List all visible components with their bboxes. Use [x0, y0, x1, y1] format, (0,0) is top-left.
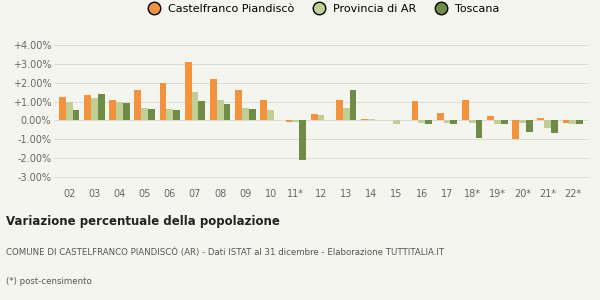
Bar	[299, 120, 306, 160]
Legend: Castelfranco Piandiscò, Provincia di AR, Toscana: Castelfranco Piandiscò, Provincia di AR,…	[138, 0, 504, 18]
Bar	[217, 100, 224, 120]
Bar	[141, 108, 148, 120]
Bar	[538, 118, 544, 120]
Bar	[512, 120, 519, 139]
Bar	[286, 120, 292, 122]
Bar	[501, 120, 508, 124]
Bar	[116, 102, 123, 120]
Bar	[235, 90, 242, 120]
Bar	[134, 90, 141, 120]
Bar	[412, 101, 418, 120]
Bar	[66, 102, 73, 120]
Bar	[526, 120, 533, 132]
Bar	[199, 101, 205, 120]
Bar	[336, 100, 343, 120]
Bar	[84, 95, 91, 120]
Bar	[260, 100, 267, 120]
Bar	[148, 109, 155, 120]
Bar	[494, 120, 501, 124]
Bar	[267, 110, 274, 120]
Text: COMUNE DI CASTELFRANCO PIANDISCÒ (AR) - Dati ISTAT al 31 dicembre - Elaborazione: COMUNE DI CASTELFRANCO PIANDISCÒ (AR) - …	[6, 248, 444, 257]
Bar	[185, 62, 191, 120]
Bar	[343, 108, 350, 120]
Bar	[109, 100, 116, 120]
Bar	[242, 108, 249, 120]
Bar	[476, 120, 482, 138]
Bar	[224, 103, 230, 120]
Bar	[487, 116, 494, 120]
Bar	[191, 92, 199, 120]
Bar	[160, 83, 166, 120]
Bar	[123, 103, 130, 120]
Bar	[361, 119, 368, 120]
Bar	[249, 109, 256, 120]
Bar	[443, 120, 451, 123]
Bar	[462, 100, 469, 120]
Bar	[551, 120, 558, 133]
Bar	[425, 120, 432, 124]
Bar	[368, 119, 375, 120]
Bar	[311, 114, 317, 120]
Text: (*) post-censimento: (*) post-censimento	[6, 278, 92, 286]
Bar	[210, 79, 217, 120]
Bar	[73, 110, 79, 120]
Bar	[437, 113, 443, 120]
Bar	[59, 97, 66, 120]
Bar	[451, 120, 457, 124]
Bar	[91, 98, 98, 120]
Bar	[563, 120, 569, 123]
Bar	[576, 120, 583, 124]
Bar	[292, 120, 299, 122]
Bar	[519, 120, 526, 123]
Bar	[544, 120, 551, 128]
Bar	[166, 109, 173, 120]
Bar	[350, 90, 356, 120]
Bar	[173, 110, 180, 120]
Text: Variazione percentuale della popolazione: Variazione percentuale della popolazione	[6, 214, 280, 227]
Bar	[469, 120, 476, 123]
Bar	[569, 120, 576, 124]
Bar	[317, 115, 325, 120]
Bar	[393, 120, 400, 124]
Bar	[98, 94, 104, 120]
Bar	[418, 120, 425, 123]
